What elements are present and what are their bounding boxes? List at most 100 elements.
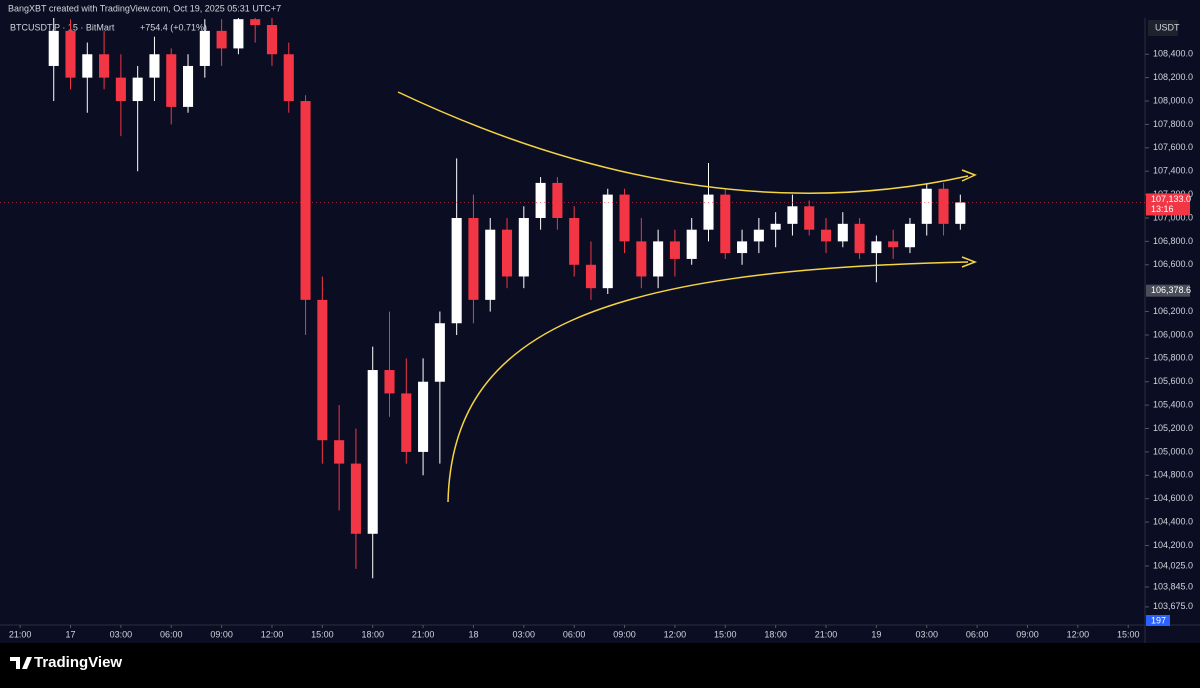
marker-price-label: 106,378.6	[1151, 285, 1191, 295]
candle-body	[115, 77, 126, 102]
candle-body	[367, 370, 378, 534]
candle-body	[602, 194, 613, 289]
y-tick-label: 106,000.0	[1153, 329, 1193, 339]
candle-body	[266, 25, 278, 55]
currency-label: USDT	[1155, 22, 1180, 32]
x-tick-label: 03:00	[915, 629, 938, 639]
volume-ma-label: 197	[1151, 615, 1166, 625]
x-tick-label: 18:00	[764, 629, 787, 639]
candle-body	[837, 223, 848, 242]
x-tick-label: 12:00	[261, 629, 284, 639]
y-tick-label: 107,400.0	[1153, 166, 1193, 176]
y-tick-label: 106,600.0	[1153, 259, 1193, 269]
candle-body	[350, 463, 361, 534]
candle-body	[216, 30, 227, 49]
candle-body	[518, 217, 529, 277]
candle-body	[82, 54, 93, 78]
candle-body	[451, 217, 462, 324]
y-tick-label: 108,400.0	[1153, 49, 1193, 59]
header-bar	[0, 0, 1200, 18]
header-text: BangXBT created with TradingView.com, Oc…	[8, 3, 281, 13]
candle-body	[166, 54, 177, 107]
x-tick-label: 06:00	[160, 629, 183, 639]
candle-body	[636, 241, 647, 277]
trend-curve-upper	[397, 91, 969, 194]
y-tick-label: 105,400.0	[1153, 399, 1193, 409]
candle-body	[384, 370, 395, 394]
candle-body	[552, 182, 563, 218]
x-tick-label: 18:00	[361, 629, 384, 639]
symbol-text: BTCUSDT.P · 15 · BitMart	[10, 22, 115, 32]
candle-body	[770, 223, 781, 230]
plot-area	[0, 18, 1145, 579]
candle-body	[250, 19, 261, 26]
change-text: +754.4 (+0.71%)	[140, 22, 207, 32]
y-tick-label: 105,600.0	[1153, 376, 1193, 386]
y-tick-label: 108,000.0	[1153, 95, 1193, 105]
arrow-head	[961, 256, 978, 268]
y-tick-label: 105,000.0	[1153, 446, 1193, 456]
x-tick-label: 18	[468, 629, 478, 639]
y-tick-label: 104,200.0	[1153, 540, 1193, 550]
candle-body	[686, 229, 697, 259]
trend-curve-lower	[447, 261, 969, 503]
x-tick-label: 21:00	[412, 629, 435, 639]
candle-body	[888, 241, 899, 248]
last-price-label: 107,133.0	[1151, 194, 1191, 204]
candle-body	[468, 217, 479, 300]
candle-body	[938, 188, 949, 224]
y-tick-label: 105,200.0	[1153, 423, 1193, 433]
candle-body	[535, 182, 546, 218]
currency-box	[1148, 20, 1178, 36]
y-tick-label: 103,675.0	[1153, 601, 1193, 611]
x-tick-label: 06:00	[563, 629, 586, 639]
x-tick-label: 19	[871, 629, 881, 639]
x-tick-label: 03:00	[513, 629, 536, 639]
x-tick-label: 21:00	[9, 629, 32, 639]
candle-body	[501, 229, 513, 277]
candle-body	[48, 30, 59, 66]
y-tick-label: 108,200.0	[1153, 72, 1193, 82]
candle-body	[804, 206, 815, 230]
footer	[0, 643, 1200, 683]
x-tick-label: 06:00	[966, 629, 989, 639]
candle-body	[854, 223, 865, 254]
candle-body	[99, 54, 110, 78]
candle-body	[653, 241, 664, 277]
last-price-tag	[1146, 193, 1190, 216]
candle-body	[199, 30, 210, 66]
x-tick-label: 17	[66, 629, 76, 639]
x-tick-label: 03:00	[110, 629, 133, 639]
arrow-head	[961, 169, 977, 182]
x-tick-label: 09:00	[613, 629, 636, 639]
candle-body	[182, 65, 194, 107]
y-tick-label: 105,800.0	[1153, 353, 1193, 363]
candle-body	[569, 217, 580, 265]
logo-icon	[10, 657, 32, 669]
y-tick-label: 104,400.0	[1153, 516, 1193, 526]
candle-body	[669, 241, 680, 259]
x-tick-label: 15:00	[311, 629, 334, 639]
candle-body	[955, 202, 966, 224]
candle-body	[720, 194, 731, 254]
brand-text: TradingView	[34, 654, 122, 671]
x-tick-label: 15:00	[714, 629, 737, 639]
y-tick-label: 103,845.0	[1153, 581, 1193, 591]
candle-body	[418, 381, 429, 452]
candle-body	[921, 188, 932, 224]
candle-body	[820, 229, 832, 242]
y-tick-label: 104,025.0	[1153, 560, 1193, 570]
volume-ma-tag	[1146, 615, 1170, 626]
candle-body	[233, 19, 244, 49]
candle-body	[871, 241, 882, 254]
candle-body	[283, 54, 294, 102]
candle-body	[904, 223, 915, 248]
candle-body	[585, 264, 597, 289]
candle-body	[787, 206, 798, 224]
y-tick-label: 104,800.0	[1153, 470, 1193, 480]
candle-body	[485, 229, 496, 300]
candle-body	[703, 194, 714, 230]
